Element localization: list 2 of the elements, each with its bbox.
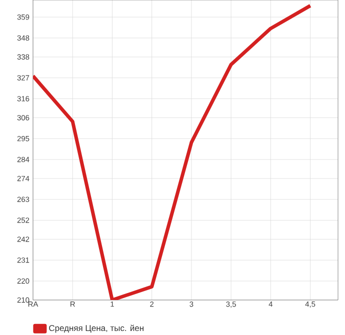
- legend-label: Средняя Цена, тыс. йен: [49, 324, 144, 333]
- line-series: [33, 4, 312, 300]
